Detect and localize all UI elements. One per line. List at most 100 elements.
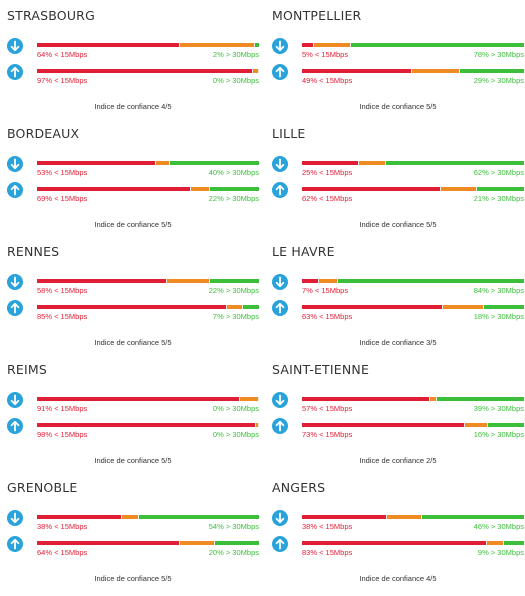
upload-speed-bar [302,541,524,545]
fast-share-segment [254,43,259,47]
download-arrow-icon [272,156,288,172]
slow-share-label: 5% < 15Mbps [302,50,349,59]
mid-share-segment [253,69,258,73]
mid-share-segment [465,423,488,427]
upload-arrow-icon [272,536,288,552]
slow-share-label: 98% < 15Mbps [37,430,88,439]
fast-share-label: 2% > 30Mbps [212,50,259,59]
fast-share-label: 54% > 30Mbps [208,522,259,531]
upload-arrow-icon [272,64,288,80]
download-speed-bar [37,43,259,47]
download-speed-bar [37,161,259,165]
slow-share-label: 73% < 15Mbps [302,430,353,439]
city-name: REIMS [7,362,47,377]
fast-share-segment [243,305,259,309]
upload-arrow-icon [272,418,288,434]
city-card: RENNES 58% < 15Mbps 22% > 30Mbps 85% < 1… [7,242,259,360]
upload-speed-bar [37,541,259,545]
confidence-index: Indice de confiance 5/5 [359,220,437,229]
download-row: 5% < 15Mbps 78% > 30Mbps [272,38,524,64]
mid-share-segment [440,187,477,191]
download-row: 57% < 15Mbps 39% > 30Mbps [272,392,524,418]
mid-share-segment [226,305,243,309]
upload-arrow-icon [7,300,23,316]
upload-row: 62% < 15Mbps 21% > 30Mbps [272,182,524,208]
download-arrow-icon [7,274,23,290]
download-arrow-icon [272,392,288,408]
upload-arrow-icon [7,182,23,198]
mid-share-segment [358,161,386,165]
city-card: LILLE 25% < 15Mbps 62% > 30Mbps 62% < 15… [272,124,524,242]
mid-share-segment [318,279,337,283]
slow-share-label: 38% < 15Mbps [302,522,353,531]
confidence-index: Indice de confiance 5/5 [94,574,172,583]
city-name: RENNES [7,244,60,259]
city-card: GRENOBLE 38% < 15Mbps 54% > 30Mbps 64% <… [7,478,259,596]
upload-speed-bar [302,305,524,309]
download-speed-bar [302,397,524,401]
city-name: LE HAVRE [272,244,335,259]
slow-share-segment [302,187,440,191]
download-row: 64% < 15Mbps 2% > 30Mbps [7,38,259,64]
upload-row: 83% < 15Mbps 9% > 30Mbps [272,536,524,562]
upload-speed-bar [302,187,524,191]
slow-share-segment [302,541,487,545]
city-name: STRASBOURG [7,8,95,23]
upload-row: 73% < 15Mbps 16% > 30Mbps [272,418,524,444]
download-arrow-icon [7,156,23,172]
confidence-index: Indice de confiance 5/5 [94,220,172,229]
city-card: BORDEAUX 53% < 15Mbps 40% > 30Mbps 69% <… [7,124,259,242]
fast-share-segment [437,397,524,401]
download-speed-bar [37,397,259,401]
slow-share-label: 7% < 15Mbps [302,286,349,295]
fast-share-segment [421,515,524,519]
upload-speed-bar [37,69,259,73]
fast-share-label: 0% > 30Mbps [212,76,259,85]
slow-share-label: 91% < 15Mbps [37,404,88,413]
download-row: 58% < 15Mbps 22% > 30Mbps [7,274,259,300]
slow-share-segment [37,187,191,191]
fast-share-label: 16% > 30Mbps [473,430,524,439]
download-arrow-icon [272,38,288,54]
mid-share-segment [487,541,503,545]
fast-share-segment [459,69,524,73]
mid-share-segment [411,69,459,73]
mid-share-segment [122,515,139,519]
fast-share-label: 84% > 30Mbps [473,286,524,295]
slow-share-segment [37,69,253,73]
slow-share-label: 64% < 15Mbps [37,50,88,59]
slow-share-label: 83% < 15Mbps [302,548,353,557]
fast-share-segment [337,279,524,283]
fast-share-segment [214,541,259,545]
fast-share-segment [386,161,524,165]
upload-speed-bar [302,69,524,73]
fast-share-label: 22% > 30Mbps [208,286,259,295]
slow-share-segment [302,69,411,73]
fast-share-segment [484,305,524,309]
fast-share-label: 18% > 30Mbps [473,312,524,321]
slow-share-label: 97% < 15Mbps [37,76,88,85]
upload-row: 97% < 15Mbps 0% > 30Mbps [7,64,259,90]
download-row: 53% < 15Mbps 40% > 30Mbps [7,156,259,182]
fast-share-label: 0% > 30Mbps [212,404,259,413]
upload-row: 64% < 15Mbps 20% > 30Mbps [7,536,259,562]
fast-share-label: 46% > 30Mbps [473,522,524,531]
slow-share-label: 64% < 15Mbps [37,548,88,557]
fast-share-segment [504,541,524,545]
upload-row: 63% < 15Mbps 18% > 30Mbps [272,300,524,326]
upload-speed-bar [37,423,259,427]
download-speed-bar [302,279,524,283]
download-row: 91% < 15Mbps 0% > 30Mbps [7,392,259,418]
download-row: 38% < 15Mbps 46% > 30Mbps [272,510,524,536]
mid-share-segment [180,541,214,545]
fast-share-segment [170,161,259,165]
fast-share-label: 40% > 30Mbps [208,168,259,177]
slow-share-segment [37,541,180,545]
upload-row: 85% < 15Mbps 7% > 30Mbps [7,300,259,326]
slow-share-label: 58% < 15Mbps [37,286,88,295]
download-speed-bar [302,515,524,519]
slow-share-label: 49% < 15Mbps [302,76,353,85]
slow-share-segment [37,43,180,47]
slow-share-label: 53% < 15Mbps [37,168,88,177]
city-name: MONTPELLIER [272,8,362,23]
